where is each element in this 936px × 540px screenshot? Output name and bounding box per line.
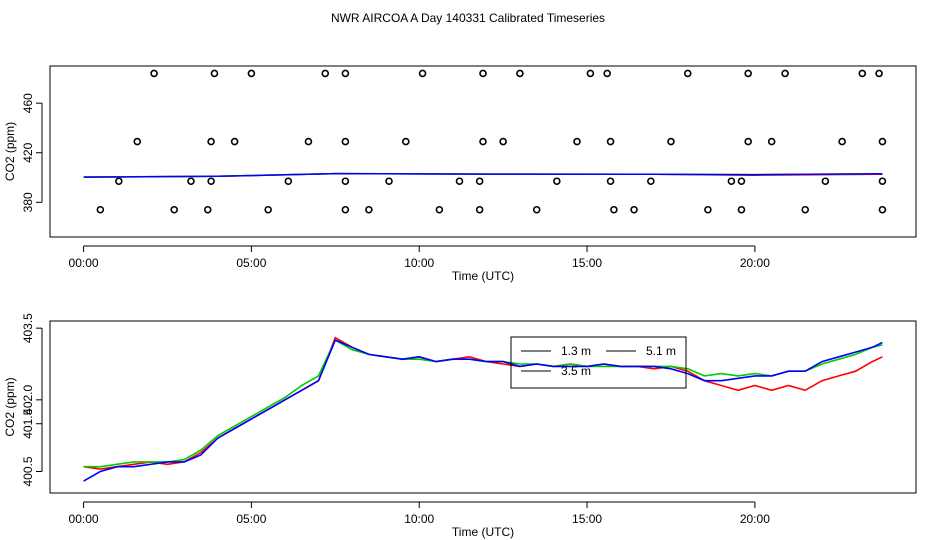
legend-box [510,336,687,389]
calibration-point [133,137,142,146]
calibration-point [479,69,487,78]
calibration-point [606,137,615,146]
calibration-point [207,177,215,186]
calibration-point [341,177,350,186]
x-tick-label: 15:00 [572,512,602,526]
calibration-point [704,205,712,214]
calibration-point [455,177,464,186]
calibration-point [203,205,212,214]
calibration-point [284,177,293,186]
calibration-point [573,137,581,146]
calibration-point [821,177,830,186]
figure-title: NWR AIRCOA A Day 140331 Calibrated Times… [331,11,605,25]
x-tick-label: 10:00 [404,256,434,270]
x-tick-label: 05:00 [236,512,266,526]
calibration-point [435,205,444,214]
calibration-point [767,137,776,146]
calibration-point [744,137,752,146]
calibration-point [385,177,393,186]
calibration-point [603,69,611,78]
x-tick-label: 20:00 [740,256,770,270]
calibration-point [737,205,746,214]
y-axis-label: CO2 (ppm) [3,122,17,181]
calibration-point [247,69,256,78]
series-line-3-5-m [83,338,883,468]
calibration-point [781,69,789,78]
calibration-point [341,137,350,146]
x-tick-label: 20:00 [740,512,770,526]
calibration-point [683,69,692,78]
calibration-point [264,205,272,214]
calibration-point [210,69,219,78]
calibration-point [727,177,736,186]
calibration-point [878,137,887,146]
y-tick-label: 380 [21,192,35,212]
x-tick-label: 10:00 [404,512,434,526]
calibration-point [610,205,618,214]
plot-frame [49,65,917,238]
calibration-scatter-panel: 00:00 05:00 10:00 15:00 20:00 Time (UTC) 380 42… [3,65,917,283]
calibration-point [875,69,883,78]
calibration-point [744,69,752,78]
calibration-point [737,177,746,186]
x-tick-label: 05:00 [236,256,266,270]
calibration-point [341,69,350,78]
calibration-point [499,137,507,146]
calibration-point [321,69,330,78]
series-line-1-3-m [83,336,883,470]
calibration-point [606,177,615,186]
calibration-point [553,177,561,186]
plot-frame [49,320,917,494]
x-tick-label: 00:00 [69,512,99,526]
calibration-point [365,205,373,214]
calibration-point [667,137,675,146]
x-tick-label: 00:00 [69,256,99,270]
y-tick-label: 402.0 [21,384,35,414]
x-axis-label: Time (UTC) [452,525,514,539]
calibration-point [532,205,541,214]
calibration-point [858,69,867,78]
calibration-point [304,137,313,146]
y-tick-label: 420 [21,142,35,162]
calibration-point [341,205,350,214]
calibration-point [418,69,427,78]
calibration-point [115,177,123,186]
y-tick-label: 400.5 [21,456,35,486]
x-axis-label: Time (UTC) [452,269,514,283]
legend-label: 1.3 m [561,344,591,358]
series-line-5-1-m [83,339,883,482]
calibration-point [630,205,638,214]
calibration-point [878,205,887,214]
calibration-point [401,137,410,146]
calibration-point [647,177,655,186]
calibration-point [475,177,484,186]
calibration-point [150,69,158,78]
calibration-point [479,137,487,146]
calibration-point [838,137,846,146]
calibration-point [586,69,595,78]
y-tick-label: 401.5 [21,408,35,438]
y-tick-label: 403.5 [21,313,35,343]
y-axis-label: CO2 (ppm) [3,377,17,436]
legend-label: 5.1 m [646,344,676,358]
calibration-point [230,137,239,146]
co2-timeseries-panel: 00:00 05:00 10:00 15:00 20:00 Time (UTC) 400.5… [3,313,917,539]
calibration-point [96,205,105,214]
calibration-point [207,137,215,146]
x-tick-label: 15:00 [572,256,602,270]
legend-label: 3.5 m [561,364,591,378]
legend: 1.3 m 3.5 m 5.1 m [510,336,687,389]
calibration-point [801,205,810,214]
y-tick-label: 460 [21,93,35,113]
calibration-point [170,205,178,214]
calibration-point [878,177,887,186]
series-line-5-1-m [83,172,883,178]
calibration-point [475,205,484,214]
calibration-point [516,69,524,78]
calibration-point [187,177,195,186]
